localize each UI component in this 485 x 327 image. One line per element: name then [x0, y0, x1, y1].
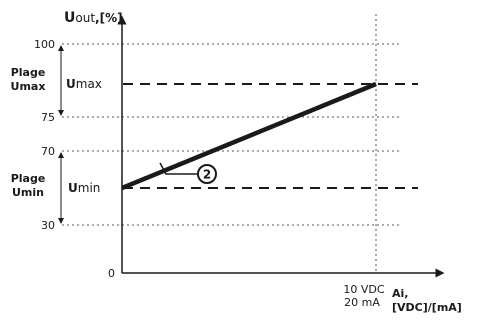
y-axis-label: Uout,[%] — [64, 10, 123, 26]
callout-leader — [159, 162, 198, 175]
y-tick-100: 100 — [34, 38, 55, 51]
y-tick-30: 30 — [41, 219, 55, 232]
y-tick-0: 0 — [108, 267, 115, 280]
umin-marker-suffix: min — [78, 181, 101, 195]
umin-range-label-line2: Umin — [12, 186, 44, 199]
umin-marker-prefix: U — [68, 181, 78, 195]
characteristic-line — [121, 81, 377, 191]
y-tick-70: 70 — [41, 145, 55, 158]
umax-range-label-line1: Plage — [11, 66, 46, 79]
callout-number: 2 — [203, 168, 211, 182]
umin-marker-label: Umin — [68, 181, 100, 195]
umax-marker-suffix: max — [76, 77, 102, 91]
x-tick-line1: 10 VDC — [343, 283, 384, 296]
x-axis-label-line1: Ai, — [392, 287, 408, 300]
x-tick-line2: 20 mA — [344, 296, 380, 309]
umax-marker-prefix: U — [66, 77, 76, 91]
y-axis-label-rest: out — [75, 11, 95, 25]
y-axis-label-unit: ,[%] — [95, 11, 123, 25]
umin-range-label-line1: Plage — [11, 172, 46, 185]
umax-range-label-line2: Umax — [11, 80, 46, 93]
umax-marker-label: Umax — [66, 77, 102, 91]
callout-circle — [197, 164, 217, 184]
y-tick-75: 75 — [41, 111, 55, 124]
y-axis-label-main: U — [64, 10, 75, 26]
x-axis-label-line2: [VDC]/[mA] — [392, 301, 462, 314]
